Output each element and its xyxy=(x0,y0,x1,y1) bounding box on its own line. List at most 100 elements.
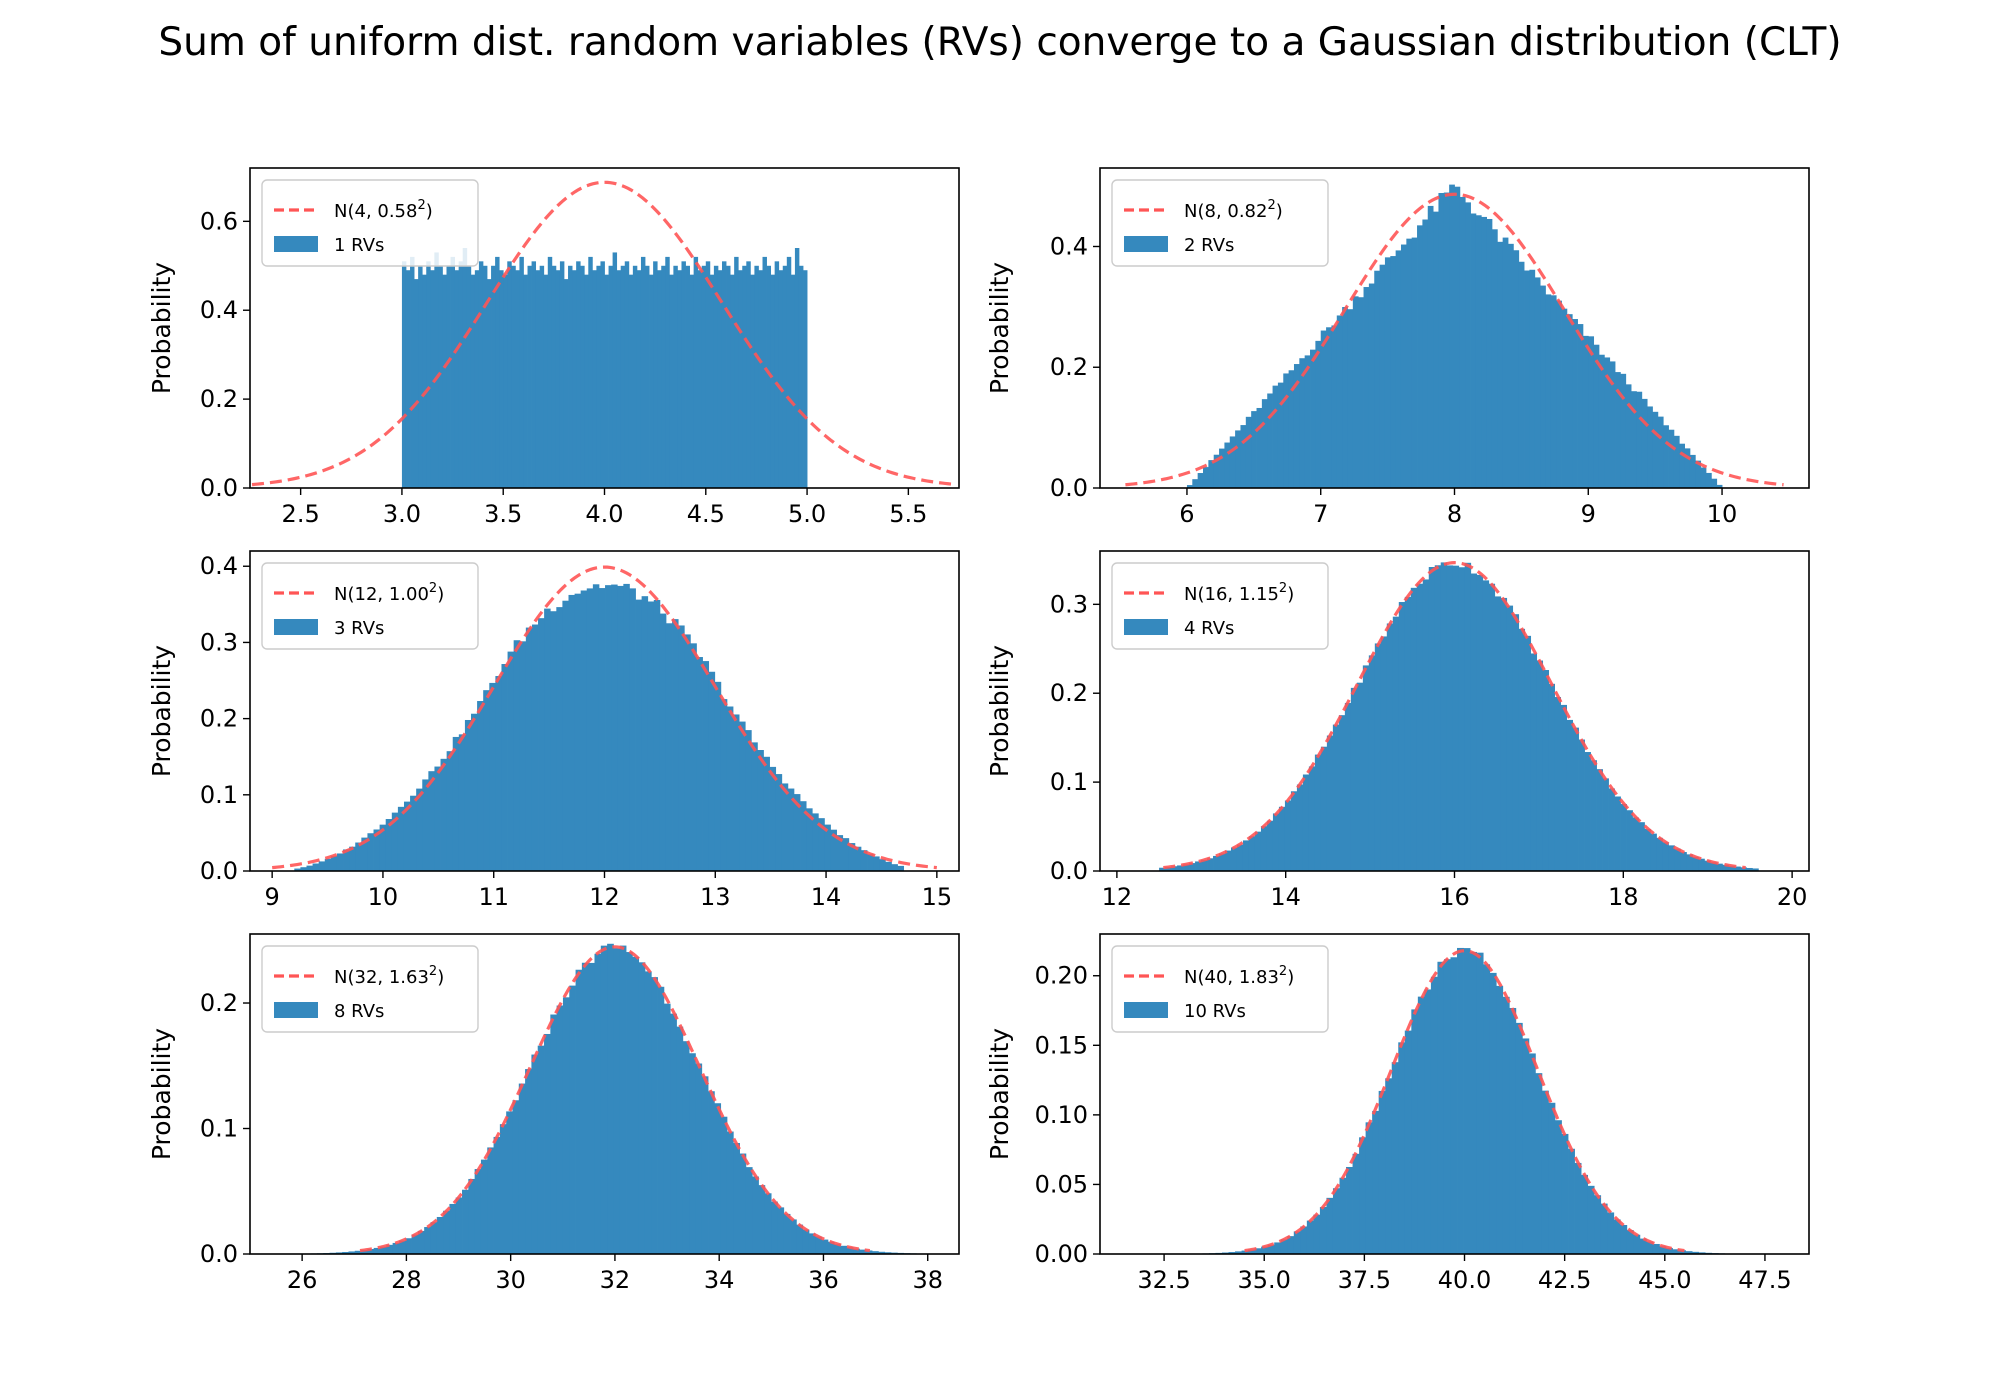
y-tick-label: 0.05 xyxy=(1035,1170,1088,1198)
histogram-bar xyxy=(1290,791,1298,871)
histogram-bar xyxy=(764,1193,772,1254)
legend-bar-label: 4 RVs xyxy=(1184,618,1234,639)
legend-bar-label: 8 RVs xyxy=(334,1001,384,1022)
histogram-bars xyxy=(1159,562,1759,871)
histogram-bar xyxy=(1464,562,1472,871)
histogram-bar xyxy=(414,279,419,488)
histogram-bar xyxy=(1545,294,1552,488)
histogram-bar xyxy=(798,265,804,488)
histogram-bar xyxy=(1443,192,1450,489)
histogram-bar xyxy=(790,1219,797,1254)
histogram-bar xyxy=(531,261,537,488)
x-tick-label: 20 xyxy=(1777,883,1808,911)
histogram-bar xyxy=(1656,837,1663,871)
histogram-bar xyxy=(836,835,844,871)
histogram-bar xyxy=(1362,665,1370,871)
histogram-bar xyxy=(1650,833,1657,871)
histogram-bar xyxy=(1465,202,1471,488)
histogram-bar xyxy=(1248,1249,1256,1254)
histogram-bar xyxy=(1365,1122,1373,1254)
histogram-bar xyxy=(294,868,301,871)
histogram-bar xyxy=(1502,237,1509,488)
histogram-bar xyxy=(1416,583,1424,871)
histogram-bar xyxy=(1615,372,1621,488)
histogram-bar xyxy=(612,252,618,488)
histogram-bar xyxy=(1256,407,1263,488)
histogram-bar xyxy=(538,618,545,871)
y-axis: 0.0 0.1 0.2 0.3 0.4 xyxy=(200,552,250,885)
histogram-bar xyxy=(1513,250,1520,488)
x-tick-label: 30 xyxy=(495,1266,526,1294)
histogram-bar xyxy=(1457,947,1464,1254)
normal-fit-curve xyxy=(251,180,958,487)
histogram-bar xyxy=(758,270,763,488)
histogram-bar xyxy=(1392,616,1400,871)
histogram-bar xyxy=(1427,205,1434,489)
histogram-bar xyxy=(1541,1090,1549,1254)
histogram-bar xyxy=(641,596,649,871)
normal-fit-curve xyxy=(359,945,871,1253)
histogram-bar xyxy=(1518,628,1526,871)
subplot-10-rvs: 32.5 35.0 37.5 40.0 42.5 45.0 47.5 0.00 0.05 0.10… xyxy=(985,933,1810,1294)
histogram-bar xyxy=(1614,796,1621,871)
histogram-bar xyxy=(1236,844,1244,871)
x-tick-label: 32 xyxy=(600,1266,631,1294)
histogram-bar xyxy=(695,1063,703,1254)
histogram-bar xyxy=(1515,1022,1523,1254)
histogram-bar xyxy=(1302,774,1310,871)
histogram-bar xyxy=(324,858,332,871)
histogram-bar xyxy=(1463,948,1471,1254)
histogram-bar xyxy=(739,721,746,871)
histogram-bar xyxy=(1378,1090,1386,1254)
histogram-bar xyxy=(1695,460,1702,488)
histogram-bar xyxy=(1284,800,1292,871)
y-tick-label: 0.3 xyxy=(1050,590,1088,618)
histogram-bar xyxy=(628,274,634,488)
histogram-bar xyxy=(405,270,411,488)
histogram-bar xyxy=(1633,1234,1641,1254)
histogram-bar xyxy=(1326,1197,1334,1254)
histogram-bar xyxy=(1548,683,1555,871)
histogram-bar xyxy=(373,1247,381,1254)
histogram-bar xyxy=(1475,215,1482,488)
x-tick-label: 26 xyxy=(287,1266,318,1294)
histogram-bar xyxy=(1668,845,1675,871)
histogram-bar xyxy=(1219,448,1225,488)
histogram-bar xyxy=(519,641,527,871)
histogram-bar xyxy=(446,751,454,871)
histogram-bar xyxy=(752,1176,759,1254)
histogram-bar xyxy=(763,756,770,871)
x-tick-label: 9 xyxy=(1581,500,1596,528)
histogram-bar xyxy=(1450,957,1458,1254)
x-tick-label: 45.0 xyxy=(1638,1266,1691,1294)
histogram-bar xyxy=(1386,623,1394,871)
axes-frame xyxy=(249,933,960,1255)
legend-bar-swatch xyxy=(274,619,318,635)
histogram-bar xyxy=(1529,269,1536,488)
histogram-bar xyxy=(1331,325,1338,488)
histogram-bar xyxy=(1358,297,1364,488)
histogram-bar xyxy=(436,1216,444,1254)
histogram-bar xyxy=(878,1251,886,1254)
histogram-bar xyxy=(659,613,667,871)
histogram-bar xyxy=(458,261,464,488)
normal-fit-curve xyxy=(1163,561,1746,870)
histogram-bar xyxy=(607,943,614,1254)
legend-bar-swatch xyxy=(274,1002,318,1018)
histogram-bar xyxy=(1235,430,1241,488)
histogram-bar xyxy=(1326,327,1332,488)
x-axis: 6 7 8 9 10 xyxy=(1179,488,1737,528)
histogram-bar xyxy=(757,750,764,871)
histogram-bar xyxy=(684,634,691,871)
histogram-bar xyxy=(539,265,545,488)
histogram-bar xyxy=(455,1197,463,1254)
histogram-bar xyxy=(689,274,695,488)
histogram-bar xyxy=(782,265,788,488)
histogram-bar xyxy=(594,953,602,1254)
histogram-bar xyxy=(1411,1009,1419,1254)
histogram-bar xyxy=(511,265,516,488)
histogram-bar xyxy=(1716,863,1723,871)
histogram-bar xyxy=(834,1244,841,1254)
histogram-bar xyxy=(1433,211,1439,488)
